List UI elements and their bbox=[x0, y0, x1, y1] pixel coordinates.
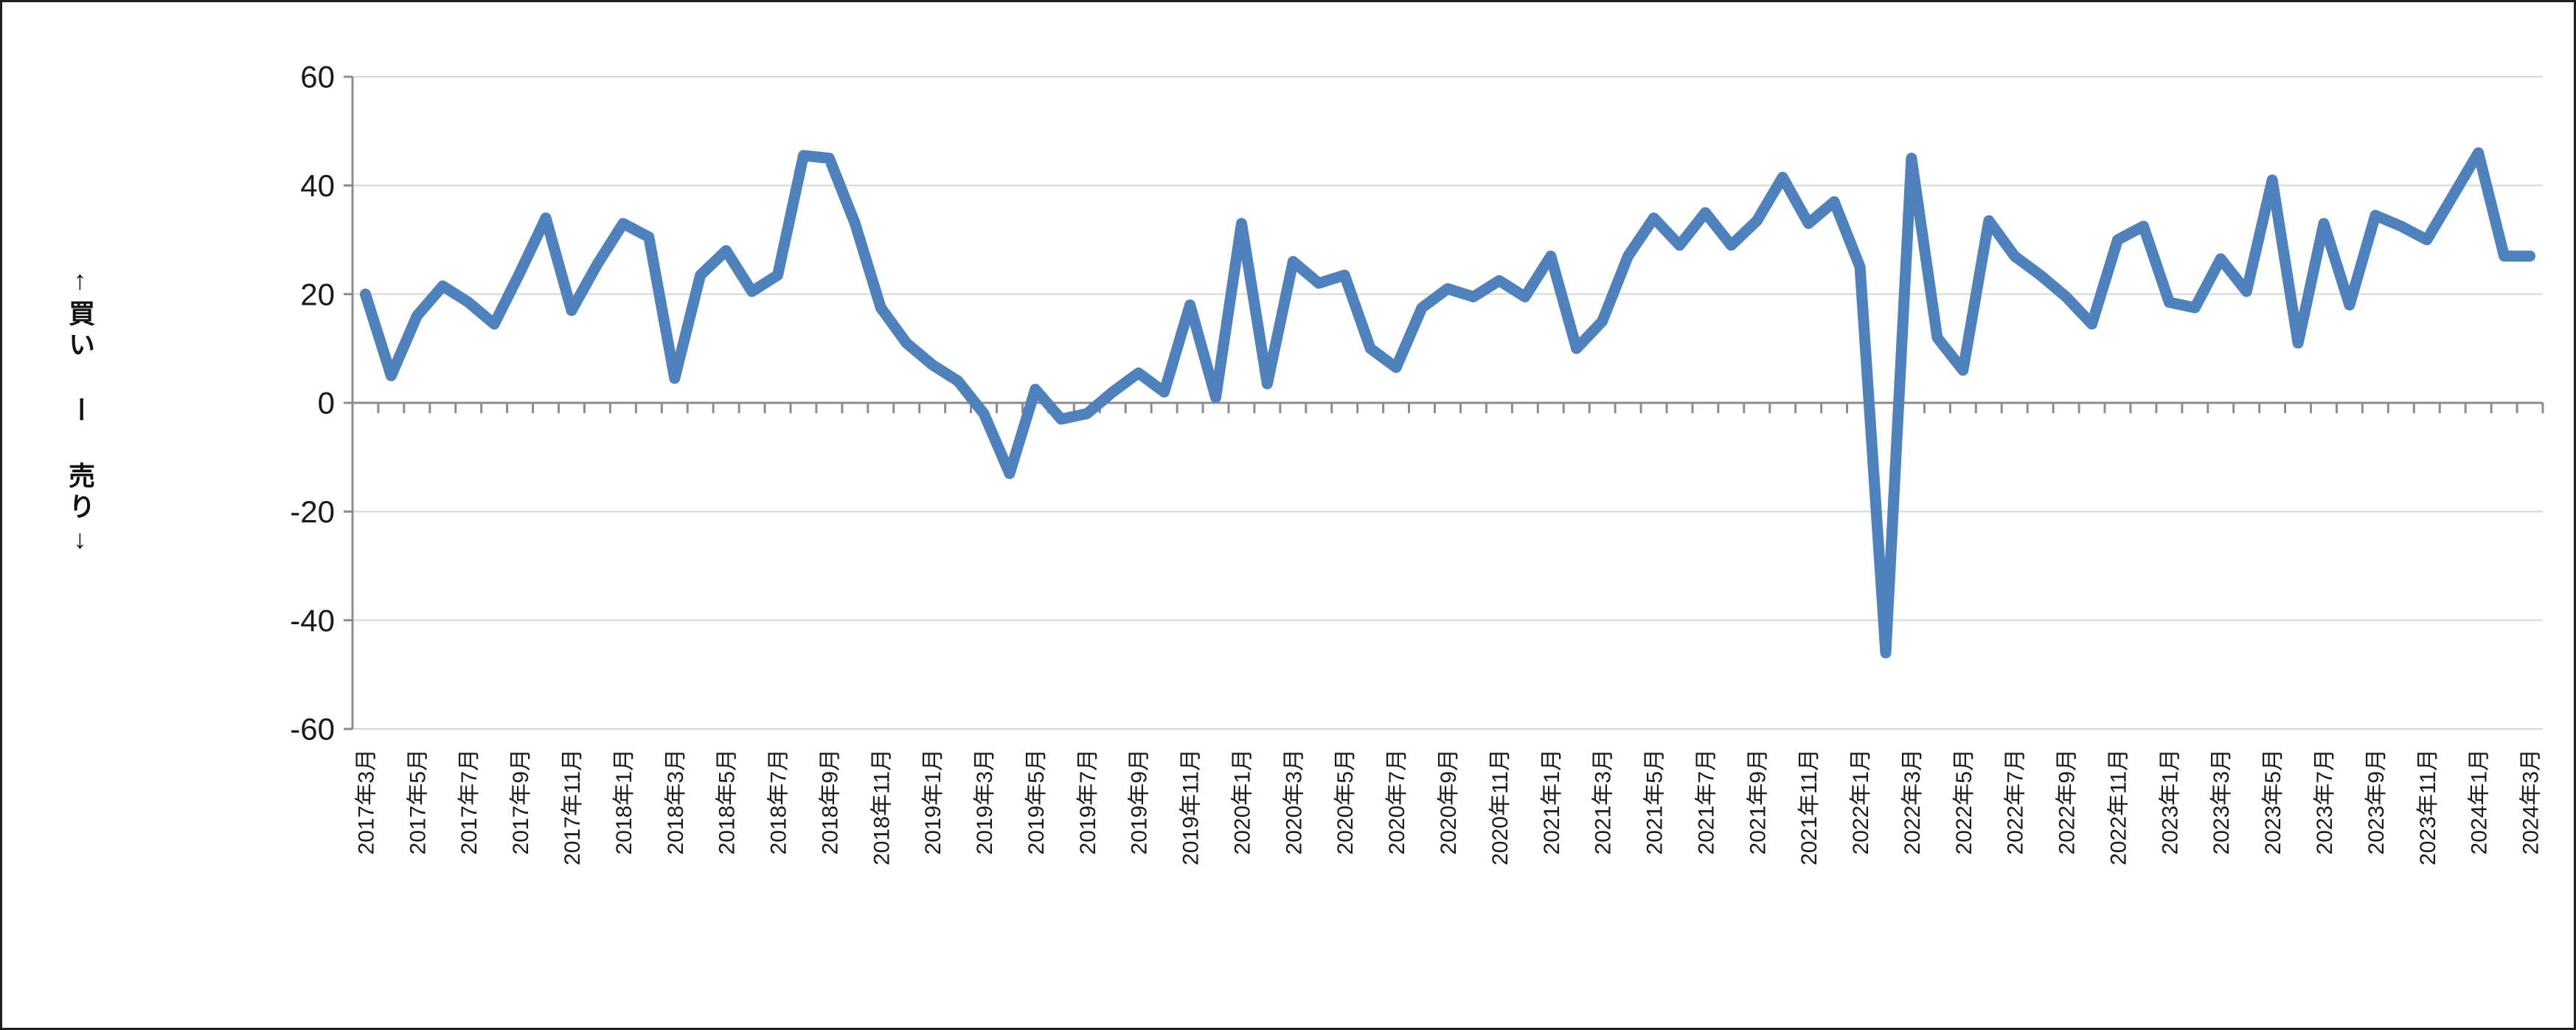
x-tick-label: 2019年11月 bbox=[1179, 749, 1204, 865]
x-tick-label: 2018年3月 bbox=[664, 749, 688, 854]
x-tick-label: 2023年1月 bbox=[2158, 749, 2182, 854]
x-tick-label: 2020年7月 bbox=[1385, 749, 1409, 854]
x-axis bbox=[351, 401, 2544, 413]
y-tick-label: 20 bbox=[300, 277, 335, 311]
y-tick-label: 0 bbox=[318, 386, 335, 421]
series-line bbox=[360, 147, 2535, 659]
y-axis-title: ↑買い ー 売り↓ bbox=[65, 265, 95, 559]
y-tick-label: 60 bbox=[300, 60, 335, 94]
x-tick-label: 2020年11月 bbox=[1488, 749, 1513, 865]
x-tick-label: 2018年9月 bbox=[818, 749, 842, 854]
x-tick-label: 2017年11月 bbox=[560, 749, 585, 865]
x-tick-label: 2017年5月 bbox=[406, 749, 430, 854]
x-tick-label: 2021年7月 bbox=[1694, 749, 1718, 854]
x-tick-label: 2022年3月 bbox=[1900, 749, 1925, 854]
x-tick-label: 2022年5月 bbox=[1952, 749, 1976, 854]
x-tick-label: 2023年9月 bbox=[2364, 749, 2389, 854]
x-tick-label: 2023年7月 bbox=[2313, 749, 2337, 854]
x-tick-label: 2018年1月 bbox=[612, 749, 636, 854]
x-tick-label: 2017年9月 bbox=[509, 749, 533, 854]
x-tick-label: 2024年1月 bbox=[2468, 749, 2492, 854]
x-tick-label: 2022年7月 bbox=[2004, 749, 2028, 854]
x-tick-label: 2019年9月 bbox=[1128, 749, 1152, 854]
x-tick-label: 2020年3月 bbox=[1282, 749, 1306, 854]
x-tick-label: 2021年3月 bbox=[1591, 749, 1616, 854]
x-tick-label: 2024年3月 bbox=[2519, 749, 2544, 854]
x-tick-label: 2021年5月 bbox=[1643, 749, 1667, 854]
x-tick-label: 2023年5月 bbox=[2261, 749, 2285, 854]
x-tick-label: 2020年9月 bbox=[1437, 749, 1461, 854]
x-tick-label: 2017年3月 bbox=[354, 749, 378, 854]
y-tick-label: -20 bbox=[290, 494, 335, 529]
y-tick-labels: 60 40 20 0 -20 -40 -60 bbox=[290, 60, 335, 747]
y-tick-label: 40 bbox=[300, 168, 335, 203]
series bbox=[360, 147, 2535, 659]
x-tick-label: 2021年9月 bbox=[1746, 749, 1770, 854]
y-axis bbox=[344, 75, 354, 730]
x-tick-label: 2023年3月 bbox=[2209, 749, 2234, 854]
x-tick-label: 2017年7月 bbox=[457, 749, 482, 854]
x-tick-label: 2018年7月 bbox=[767, 749, 791, 854]
x-tick-label: 2019年5月 bbox=[1024, 749, 1049, 854]
x-tick-label: 2019年1月 bbox=[921, 749, 945, 854]
x-tick-label: 2021年1月 bbox=[1540, 749, 1564, 854]
x-tick-label: 2022年9月 bbox=[2055, 749, 2080, 854]
x-tick-label: 2019年3月 bbox=[973, 749, 997, 854]
y-tick-label: -60 bbox=[290, 712, 335, 747]
x-tick-label: 2019年7月 bbox=[1076, 749, 1100, 854]
x-tick-label: 2022年11月 bbox=[2106, 749, 2131, 865]
x-tick-label: 2023年11月 bbox=[2416, 749, 2440, 865]
x-tick-label: 2020年5月 bbox=[1333, 749, 1358, 854]
x-tick-label: 2018年11月 bbox=[869, 749, 894, 865]
x-tick-label: 2022年1月 bbox=[1849, 749, 1873, 854]
x-tick-label: 2021年11月 bbox=[1797, 749, 1822, 865]
y-tick-label: -40 bbox=[290, 603, 335, 637]
x-tick-label: 2018年5月 bbox=[715, 749, 740, 854]
x-tick-labels: 2017年3月 2017年5月 2017年7月 2017年9月 2017年11月 2018… bbox=[354, 749, 2543, 865]
x-tick-label: 2020年1月 bbox=[1230, 749, 1254, 854]
